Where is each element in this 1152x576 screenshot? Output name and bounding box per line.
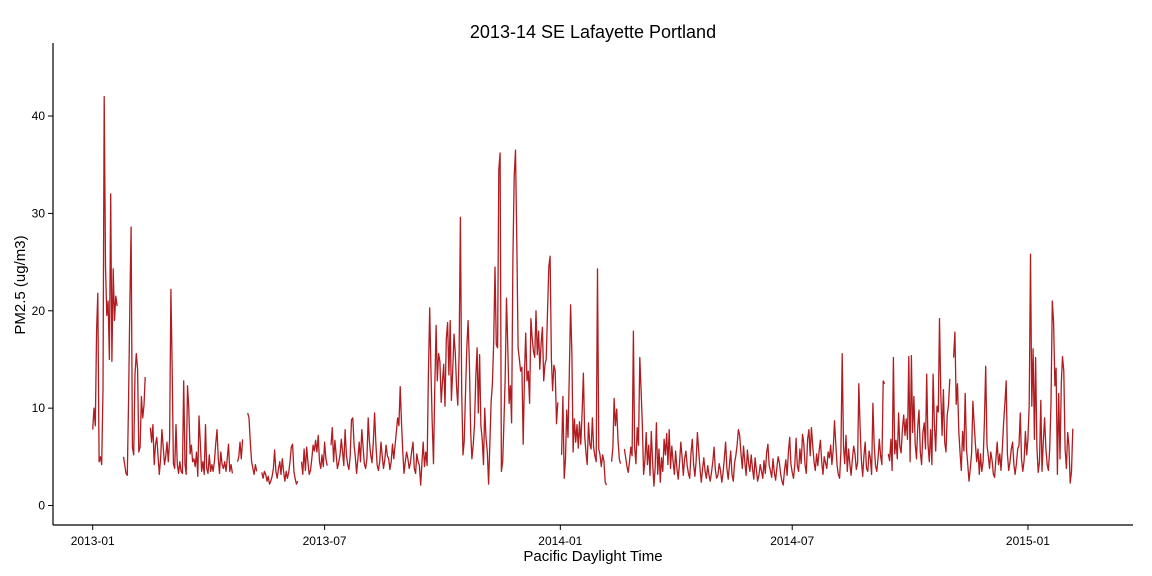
y-axis-title: PM2.5 (ug/m3) (12, 235, 29, 334)
series-line-segment (236, 439, 244, 462)
x-tick-label: 2013-01 (71, 534, 115, 548)
series-line-segment (122, 226, 146, 476)
x-axis-title: Pacific Daylight Time (523, 548, 662, 565)
y-tick-label: 30 (32, 206, 46, 220)
y-axis-ticks: 0 10 20 30 40 (32, 109, 53, 513)
series-line-segment (92, 95, 118, 466)
x-tick-label: 2015-01 (1006, 534, 1050, 548)
x-tick-label: 2014-01 (538, 534, 582, 548)
series-line-segment (623, 330, 886, 487)
y-tick-label: 40 (32, 109, 46, 123)
x-tick-label: 2014-07 (770, 534, 814, 548)
series-line-segment (261, 443, 299, 485)
y-tick-label: 20 (32, 304, 46, 318)
y-tick-label: 0 (38, 499, 45, 513)
series-line-segment (300, 434, 328, 476)
series-line-segment (952, 253, 1074, 484)
y-tick-label: 10 (32, 401, 46, 415)
series-line-segment (560, 268, 608, 486)
series-line-segment (887, 317, 951, 472)
chart-title: 2013-14 SE Lafayette Portland (470, 22, 716, 42)
series-line-segment (247, 412, 258, 476)
x-tick-label: 2013-07 (303, 534, 347, 548)
series-line-segment (330, 149, 559, 486)
x-axis-ticks: 2013-01 2013-07 2014-01 2014-07 2015-01 (71, 525, 1050, 548)
plot-area (92, 95, 1074, 487)
series-line-segment (149, 288, 234, 477)
series-line-segment (610, 397, 622, 464)
